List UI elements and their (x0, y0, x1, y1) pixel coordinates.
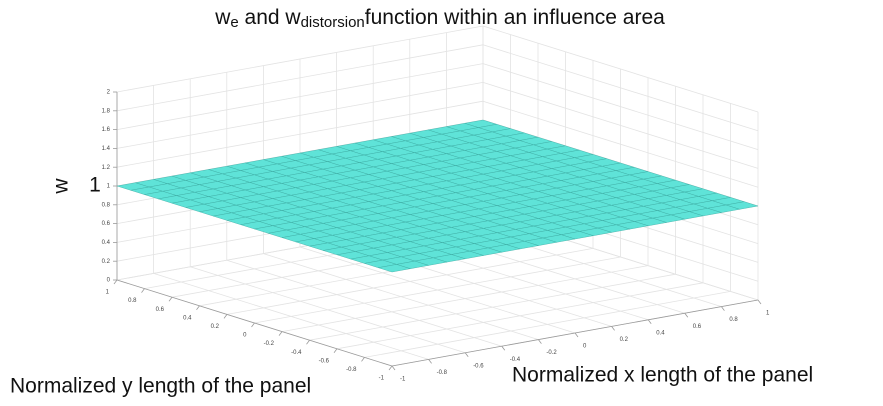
x-tick-label: -0.6 (473, 363, 484, 369)
y-tick (388, 365, 393, 371)
y-tick (141, 288, 145, 293)
x-tick-label: 0.2 (620, 337, 629, 343)
x-tick (538, 339, 542, 344)
y-tick-label: 1 (106, 290, 110, 296)
x-tick-label: 0.8 (729, 317, 738, 323)
x-tick (391, 365, 396, 371)
x-tick-label: -0.8 (437, 370, 448, 376)
grid-line (336, 282, 704, 350)
x-tick (464, 352, 469, 358)
y-tick (196, 305, 200, 311)
x-tick (428, 359, 432, 364)
z-axis-label: w (50, 178, 73, 195)
z-tick-label: 2 (107, 90, 111, 96)
y-tick-label: -0.6 (319, 358, 330, 364)
y-tick (223, 314, 228, 319)
grid-line (281, 265, 649, 332)
title-part: w (214, 6, 231, 29)
x-tick-label: 0.6 (693, 324, 702, 330)
y-tick-label: 0.2 (211, 324, 220, 330)
title-subscript: distorsion (301, 14, 365, 31)
y-tick-label: -0.8 (346, 367, 357, 373)
chart-title: we and wdistorsionfunction within an inf… (214, 6, 665, 31)
annotation: 1 (89, 174, 101, 197)
title-subscript: e (230, 14, 238, 31)
z-tick-label: 1.4 (102, 146, 111, 152)
grid-line (309, 273, 676, 341)
y-tick (168, 296, 173, 302)
z-tick-label: 0.6 (102, 221, 111, 227)
y-tick-label: 0.4 (183, 315, 192, 321)
grid-line (364, 291, 731, 358)
x-tick-label: 0 (583, 344, 587, 350)
z-tick-label: 0.8 (102, 202, 111, 208)
y-tick-label: 0.6 (156, 307, 165, 313)
title-part: function within an influence area (365, 6, 665, 29)
y-tick (306, 339, 310, 345)
x-tick (611, 326, 615, 331)
z-tick-label: 0.4 (102, 240, 111, 246)
y-tick-label: 0 (243, 333, 247, 339)
y-tick-label: -0.2 (264, 341, 275, 347)
z-tick-label: 1.6 (102, 127, 111, 133)
grid-line (254, 256, 621, 324)
y-tick-label: 0.8 (128, 298, 137, 304)
z-tick-label: 1.8 (102, 108, 111, 114)
y-tick (333, 348, 338, 354)
x-tick (501, 345, 506, 351)
x-tick-label: -0.4 (510, 357, 521, 363)
x-tick-label: -0.2 (546, 350, 557, 356)
x-tick-label: -1 (400, 377, 406, 383)
x-tick (757, 299, 762, 305)
x-axis-label: Normalized x length of the panel (512, 364, 813, 387)
y-tick-label: -1 (379, 376, 385, 382)
y-axis-label: Normalized y length of the panel (10, 375, 311, 398)
z-tick-label: 0.2 (102, 259, 111, 265)
x-tick (684, 312, 689, 318)
z-tick-label: 0 (107, 278, 111, 284)
x-tick-label: 0.4 (656, 330, 665, 336)
y-tick-label: -0.4 (291, 350, 302, 356)
x-tick (574, 332, 579, 338)
z-tick-label: 1 (107, 184, 111, 190)
y-tick (113, 279, 118, 285)
z-tick-label: 1.2 (102, 165, 111, 171)
x-tick-label: 1 (766, 311, 770, 317)
x-tick (721, 306, 725, 311)
title-part: and w (239, 6, 302, 29)
surface-cell (378, 264, 411, 273)
y-tick (278, 331, 283, 336)
y-tick (251, 322, 255, 328)
x-tick (647, 319, 652, 325)
y-tick (361, 357, 365, 362)
grid-line (226, 248, 594, 315)
